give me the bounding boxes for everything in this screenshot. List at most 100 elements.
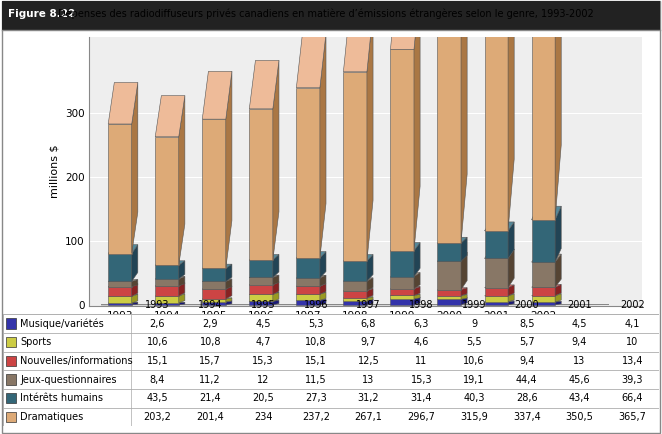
Text: 1997: 1997 [356, 300, 381, 310]
Text: 1999: 1999 [462, 300, 487, 310]
Polygon shape [203, 301, 232, 302]
Polygon shape [273, 254, 279, 277]
Polygon shape [132, 302, 138, 305]
Polygon shape [438, 243, 461, 261]
Polygon shape [250, 300, 279, 301]
Polygon shape [391, 273, 420, 276]
Polygon shape [203, 119, 226, 268]
Polygon shape [414, 294, 420, 299]
Y-axis label: millions $: millions $ [50, 145, 60, 198]
Text: 2001: 2001 [567, 300, 592, 310]
Polygon shape [461, 237, 467, 261]
Polygon shape [132, 283, 138, 296]
Text: 9,7: 9,7 [361, 337, 376, 347]
Polygon shape [485, 285, 514, 288]
Polygon shape [344, 72, 367, 261]
Polygon shape [250, 294, 273, 301]
Text: 43,4: 43,4 [569, 393, 591, 403]
Text: 267,1: 267,1 [355, 412, 383, 422]
Polygon shape [414, 273, 420, 289]
Text: 11,2: 11,2 [199, 375, 221, 385]
Text: 10,8: 10,8 [199, 337, 221, 347]
Polygon shape [438, 237, 467, 243]
Polygon shape [367, 255, 373, 281]
Text: 31,2: 31,2 [357, 393, 379, 403]
Polygon shape [108, 245, 138, 253]
Polygon shape [532, 294, 561, 296]
Polygon shape [532, 0, 555, 220]
Polygon shape [461, 252, 467, 289]
Polygon shape [108, 302, 138, 303]
Polygon shape [320, 275, 326, 286]
Text: 10,6: 10,6 [463, 356, 485, 366]
Polygon shape [438, 261, 461, 289]
Polygon shape [250, 285, 273, 294]
Polygon shape [132, 294, 138, 303]
Polygon shape [344, 301, 367, 305]
Text: 2,6: 2,6 [150, 319, 166, 329]
FancyBboxPatch shape [2, 1, 660, 30]
Polygon shape [367, 11, 373, 261]
Text: 11: 11 [415, 356, 428, 366]
Text: 4,1: 4,1 [625, 319, 640, 329]
Polygon shape [108, 296, 132, 303]
Polygon shape [155, 261, 185, 265]
Polygon shape [391, 299, 414, 305]
Polygon shape [250, 109, 273, 260]
Text: Musique/variétés: Musique/variétés [21, 318, 104, 329]
Text: 237,2: 237,2 [302, 412, 330, 422]
Polygon shape [297, 33, 326, 88]
Polygon shape [203, 72, 232, 119]
Text: 13: 13 [573, 356, 586, 366]
Polygon shape [203, 279, 232, 281]
FancyBboxPatch shape [6, 337, 17, 348]
Polygon shape [344, 11, 373, 72]
Text: 12,5: 12,5 [357, 356, 379, 366]
FancyBboxPatch shape [3, 314, 659, 333]
Polygon shape [532, 284, 561, 287]
Polygon shape [391, 243, 420, 251]
Polygon shape [297, 275, 326, 278]
Polygon shape [132, 82, 138, 253]
Polygon shape [438, 288, 467, 289]
Polygon shape [320, 299, 326, 305]
Polygon shape [414, 286, 420, 296]
Polygon shape [297, 300, 320, 305]
Polygon shape [485, 296, 508, 302]
Polygon shape [414, 297, 420, 305]
Text: 1994: 1994 [198, 300, 222, 310]
Polygon shape [179, 302, 185, 305]
Text: 234: 234 [254, 412, 272, 422]
Polygon shape [108, 253, 132, 281]
Polygon shape [155, 95, 185, 137]
FancyBboxPatch shape [3, 389, 659, 408]
Polygon shape [297, 252, 326, 258]
Polygon shape [344, 255, 373, 261]
Polygon shape [344, 299, 373, 301]
Text: 4,5: 4,5 [572, 319, 587, 329]
Polygon shape [485, 288, 508, 296]
Polygon shape [155, 283, 185, 286]
Polygon shape [297, 258, 320, 278]
Text: 45,6: 45,6 [569, 375, 591, 385]
Polygon shape [532, 262, 555, 287]
Text: 296,7: 296,7 [407, 412, 435, 422]
Polygon shape [485, 222, 514, 231]
Polygon shape [108, 124, 132, 253]
Polygon shape [532, 301, 561, 302]
Polygon shape [508, 294, 514, 302]
Polygon shape [367, 289, 373, 298]
Text: 1998: 1998 [409, 300, 434, 310]
Text: 9,4: 9,4 [572, 337, 587, 347]
Text: 4,7: 4,7 [256, 337, 271, 347]
Text: 8,4: 8,4 [150, 375, 166, 385]
Polygon shape [203, 281, 226, 289]
Polygon shape [391, 294, 420, 296]
Text: Dépenses des radiodiffuseurs privés canadiens en matière d’émissions étrangères : Dépenses des radiodiffuseurs privés cana… [58, 9, 594, 19]
Polygon shape [155, 265, 179, 279]
Text: 15,3: 15,3 [410, 375, 432, 385]
Polygon shape [155, 296, 179, 303]
Polygon shape [391, 296, 414, 299]
Polygon shape [320, 292, 326, 300]
Polygon shape [250, 277, 273, 285]
